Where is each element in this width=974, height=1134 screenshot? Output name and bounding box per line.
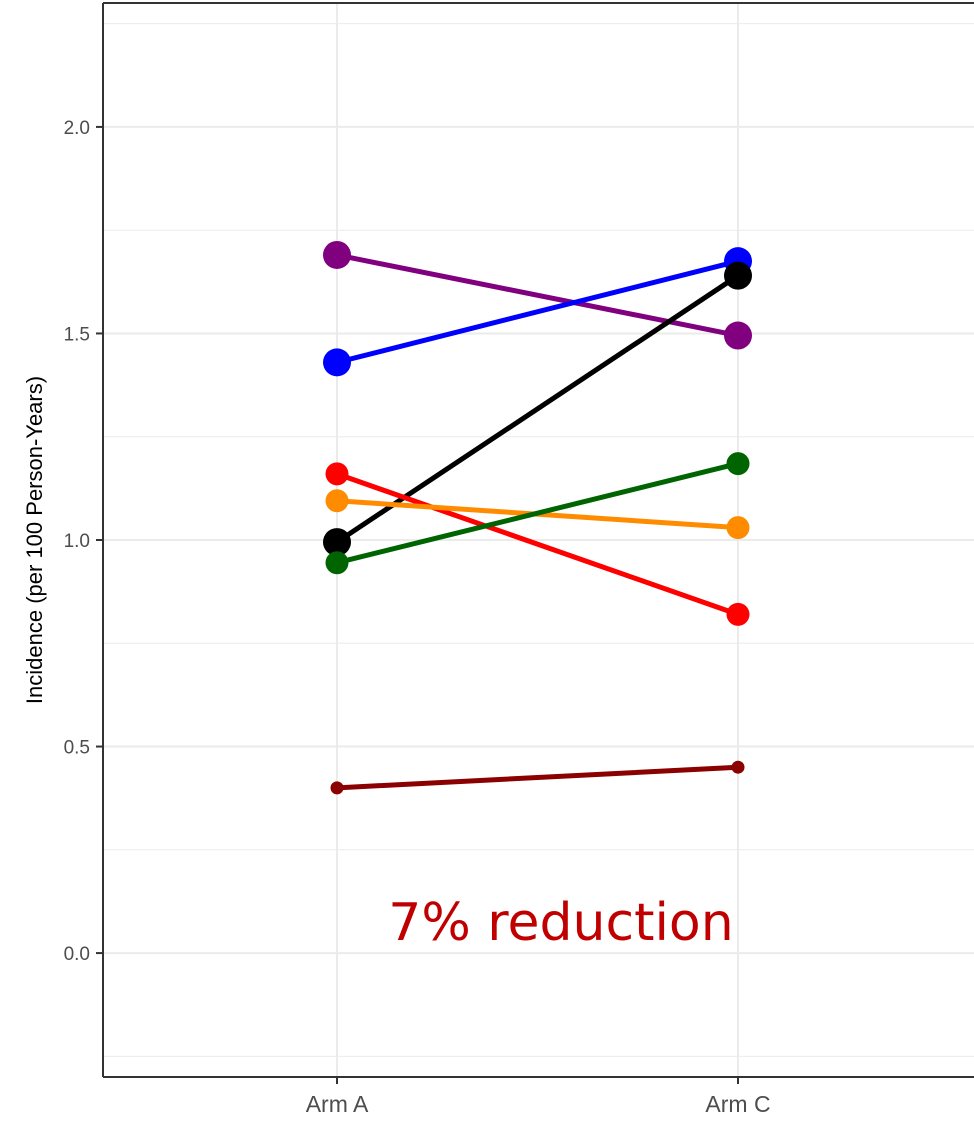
data-point-7-arm-a — [330, 781, 344, 795]
data-point-1-arm-c — [724, 321, 752, 350]
y-tick-label: 1.0 — [64, 531, 90, 552]
y-axis-label: Incidence (per 100 Person-Years) — [22, 376, 47, 704]
data-point-2-arm-a — [323, 348, 351, 377]
x-ticks: Arm A Arm C — [306, 1077, 771, 1117]
series-points — [323, 240, 752, 795]
data-point-1-arm-a — [323, 240, 351, 269]
data-point-5-arm-a — [325, 489, 349, 513]
x-tick-label: Arm C — [705, 1091, 770, 1117]
data-point-3-arm-a — [323, 528, 351, 557]
series-line-6 — [334, 461, 741, 566]
data-point-5-arm-c — [726, 516, 750, 540]
data-point-6-arm-c — [726, 452, 750, 476]
data-point-7-arm-c — [731, 760, 745, 774]
grid-lines — [103, 3, 974, 1077]
data-point-4-arm-a — [325, 462, 349, 486]
y-tick-label: 0.5 — [64, 738, 90, 759]
series-lines — [334, 252, 741, 791]
y-ticks: 0.0 0.5 1.0 1.5 2.0 — [64, 118, 103, 965]
series-line-2 — [334, 258, 741, 365]
data-point-6-arm-a — [325, 551, 349, 575]
series-line-4 — [334, 471, 741, 617]
data-point-4-arm-c — [726, 602, 750, 626]
y-tick-label: 0.0 — [64, 944, 90, 965]
data-point-3-arm-c — [724, 261, 752, 290]
series-line-7 — [334, 764, 741, 791]
y-tick-label: 1.5 — [64, 324, 90, 345]
x-tick-label: Arm A — [306, 1091, 369, 1117]
y-tick-label: 2.0 — [64, 118, 90, 139]
annotation-label: 7% reduction — [388, 893, 733, 953]
